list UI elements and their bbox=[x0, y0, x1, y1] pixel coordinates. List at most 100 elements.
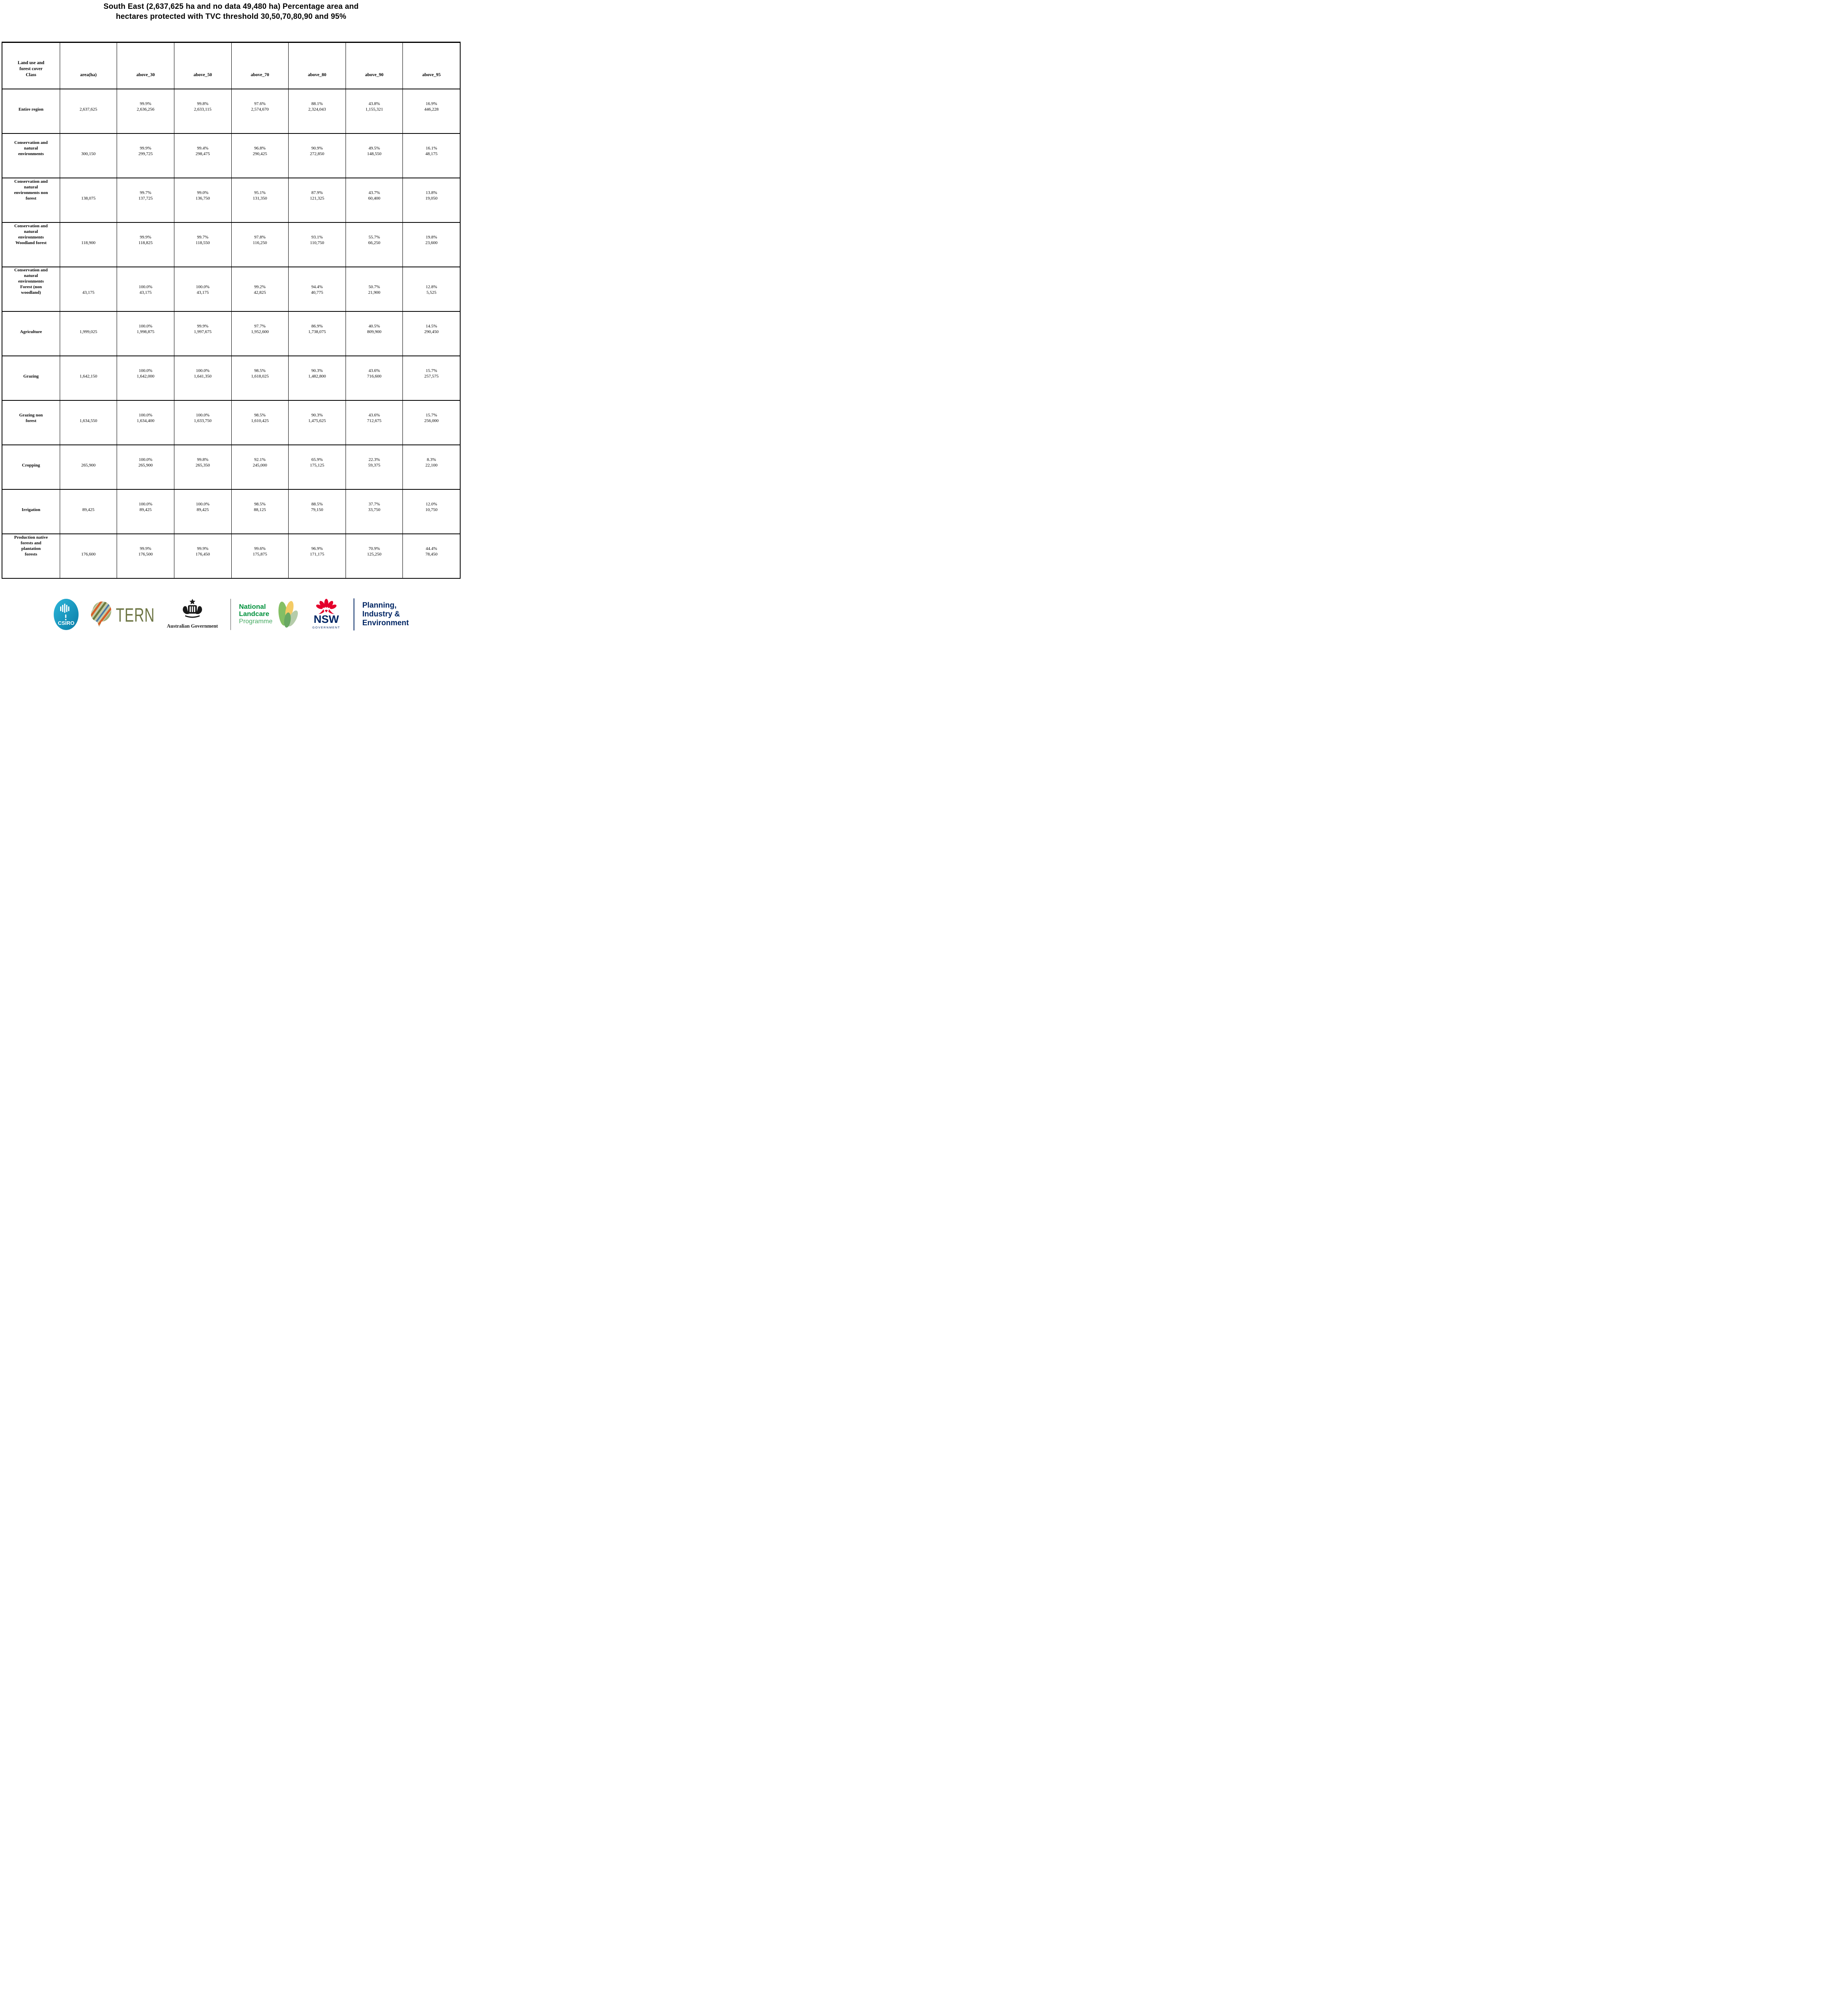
row-label: Agriculture bbox=[20, 329, 42, 334]
area-ha-value: 138,075 bbox=[59, 178, 117, 222]
row-label: Conservation and natural environments bbox=[14, 140, 48, 156]
column-header-above-95: above_95 bbox=[402, 43, 460, 89]
hectares-value: 43,175 bbox=[139, 290, 152, 295]
tern-australia-icon: TERN bbox=[91, 601, 154, 627]
table-row: Agriculture 1,999,025 100.0% 1,998,875 9… bbox=[2, 311, 460, 356]
hectares-value: 48,175 bbox=[425, 152, 438, 156]
percent-value: 100.0% bbox=[139, 413, 153, 418]
hectares-value: 66,250 bbox=[368, 240, 380, 245]
area-ha-value: 43,175 bbox=[59, 267, 117, 316]
percent-value: 16.9% bbox=[425, 101, 437, 106]
above-90-cell: 50.7% 21,900 bbox=[345, 267, 403, 316]
nsw-government-logo: NSW GOVERNMENT bbox=[307, 597, 346, 632]
hectares-value: 5,525 bbox=[426, 290, 437, 295]
percent-value: 99.9% bbox=[197, 546, 208, 551]
hectares-value: 78,450 bbox=[425, 552, 438, 557]
percent-value: 93.1% bbox=[311, 235, 323, 240]
area-ha-value: 1,634,550 bbox=[59, 401, 117, 444]
hectares-value: 171,175 bbox=[310, 552, 324, 557]
table-row: Conservation and natural environments Fo… bbox=[2, 267, 460, 316]
page-title: South East (2,637,625 ha and no data 49,… bbox=[103, 2, 359, 21]
table-row: Entire region 2,637,625 99.9% 2,636,256 … bbox=[2, 89, 460, 133]
column-header-above-90: above_90 bbox=[345, 43, 403, 89]
table-row: Conservation and natural environments 30… bbox=[2, 133, 460, 178]
percent-value: 40.5% bbox=[368, 324, 380, 329]
percent-value: 99.2% bbox=[254, 285, 266, 289]
above-70-cell: 97.7% 1,952,600 bbox=[231, 312, 289, 356]
percent-value: 100.0% bbox=[139, 285, 153, 289]
column-header-above-80: above_80 bbox=[288, 43, 346, 89]
hectares-value: 33,750 bbox=[368, 507, 380, 512]
table-row: Cropping 265,900 100.0% 265,900 99.8% 26… bbox=[2, 444, 460, 489]
hectares-value: 89,425 bbox=[139, 507, 152, 512]
hectares-value: 256,000 bbox=[424, 418, 439, 423]
percent-value: 100.0% bbox=[139, 502, 153, 507]
hectares-value: 10,750 bbox=[425, 507, 438, 512]
percent-value: 88.1% bbox=[311, 101, 323, 106]
hectares-value: 79,150 bbox=[311, 507, 324, 512]
percent-value: 99.9% bbox=[140, 546, 152, 551]
above-80-cell: 65.9% 175,125 bbox=[288, 445, 346, 489]
area-ha-value: 89,425 bbox=[59, 490, 117, 533]
above-70-cell: 92.1% 245,000 bbox=[231, 445, 289, 489]
percent-value: 12.0% bbox=[425, 502, 437, 507]
area-ha-value: 118,900 bbox=[59, 223, 117, 267]
percent-value: 99.9% bbox=[140, 101, 152, 106]
hectares-value: 1,642,000 bbox=[137, 374, 155, 379]
above-95-cell: 13.8% 19,050 bbox=[402, 178, 460, 222]
national-landcare-programme-logo: National Landcare Programme bbox=[239, 598, 299, 630]
above-50-cell: 100.0% 1,641,350 bbox=[174, 356, 231, 400]
above-30-cell: 99.9% 176,500 bbox=[117, 534, 174, 578]
row-label: Conservation and natural environments no… bbox=[14, 179, 48, 201]
data-table: Land use and forest cover Class area(ha)… bbox=[2, 42, 461, 579]
above-90-cell: 43.8% 1,155,321 bbox=[345, 89, 403, 133]
above-90-cell: 43.6% 712,675 bbox=[345, 401, 403, 444]
hectares-value: 42,825 bbox=[254, 290, 266, 295]
row-label: Grazing bbox=[23, 374, 39, 379]
landcare-text: National Landcare Programme bbox=[239, 603, 273, 626]
nsw-government-label: GOVERNMENT bbox=[312, 626, 340, 629]
row-label: Conservation and natural environments Fo… bbox=[14, 268, 48, 295]
hectares-value: 712,675 bbox=[367, 418, 382, 423]
percent-value: 98.5% bbox=[254, 502, 266, 507]
pie-line: Environment bbox=[362, 619, 409, 627]
table-row: Irrigation 89,425 100.0% 89,425 100.0% 8… bbox=[2, 489, 460, 533]
percent-value: 43.8% bbox=[368, 101, 380, 106]
hectares-value: 1,738,075 bbox=[308, 329, 326, 334]
hectares-value: 272,850 bbox=[310, 152, 324, 156]
percent-value: 99.9% bbox=[140, 146, 152, 151]
hectares-value: 136,750 bbox=[195, 196, 210, 201]
percent-value: 90.3% bbox=[311, 368, 323, 373]
percent-value: 99.7% bbox=[197, 235, 208, 240]
pie-line: Planning, bbox=[362, 601, 397, 610]
percent-value: 49.5% bbox=[368, 146, 380, 151]
above-80-cell: 90.3% 1,475,625 bbox=[288, 401, 346, 444]
above-30-cell: 99.9% 118,825 bbox=[117, 223, 174, 267]
above-70-cell: 97.8% 116,250 bbox=[231, 223, 289, 267]
hectares-value: 121,325 bbox=[310, 196, 324, 201]
csiro-ellipse-icon: CSIRO bbox=[54, 599, 79, 630]
percent-value: 13.8% bbox=[425, 190, 437, 195]
percent-value: 16.1% bbox=[425, 146, 437, 151]
planning-industry-environment-logo: Planning, Industry & Environment bbox=[362, 601, 409, 628]
hectares-value: 2,633,115 bbox=[194, 107, 212, 112]
hectares-value: 1,618,025 bbox=[251, 374, 269, 379]
above-80-cell: 94.4% 40,775 bbox=[288, 267, 346, 316]
hectares-value: 1,482,800 bbox=[308, 374, 326, 379]
column-header-class: Land use and forest cover Class bbox=[18, 61, 44, 77]
row-label: Cropping bbox=[22, 463, 40, 468]
above-70-cell: 99.6% 175,875 bbox=[231, 534, 289, 578]
above-50-cell: 100.0% 89,425 bbox=[174, 490, 231, 533]
row-label: Irrigation bbox=[22, 507, 40, 512]
above-70-cell: 97.6% 2,574,670 bbox=[231, 89, 289, 133]
table-row: Conservation and natural environments Wo… bbox=[2, 222, 460, 267]
above-30-cell: 100.0% 1,642,000 bbox=[117, 356, 174, 400]
above-90-cell: 43.7% 60,400 bbox=[345, 178, 403, 222]
above-30-cell: 100.0% 43,175 bbox=[117, 267, 174, 316]
hectares-value: 176,450 bbox=[195, 552, 210, 557]
above-30-cell: 100.0% 1,634,400 bbox=[117, 401, 174, 444]
above-95-cell: 12.0% 10,750 bbox=[402, 490, 460, 533]
above-30-cell: 100.0% 89,425 bbox=[117, 490, 174, 533]
hectares-value: 1,998,875 bbox=[137, 329, 155, 334]
hectares-value: 19,050 bbox=[425, 196, 438, 201]
